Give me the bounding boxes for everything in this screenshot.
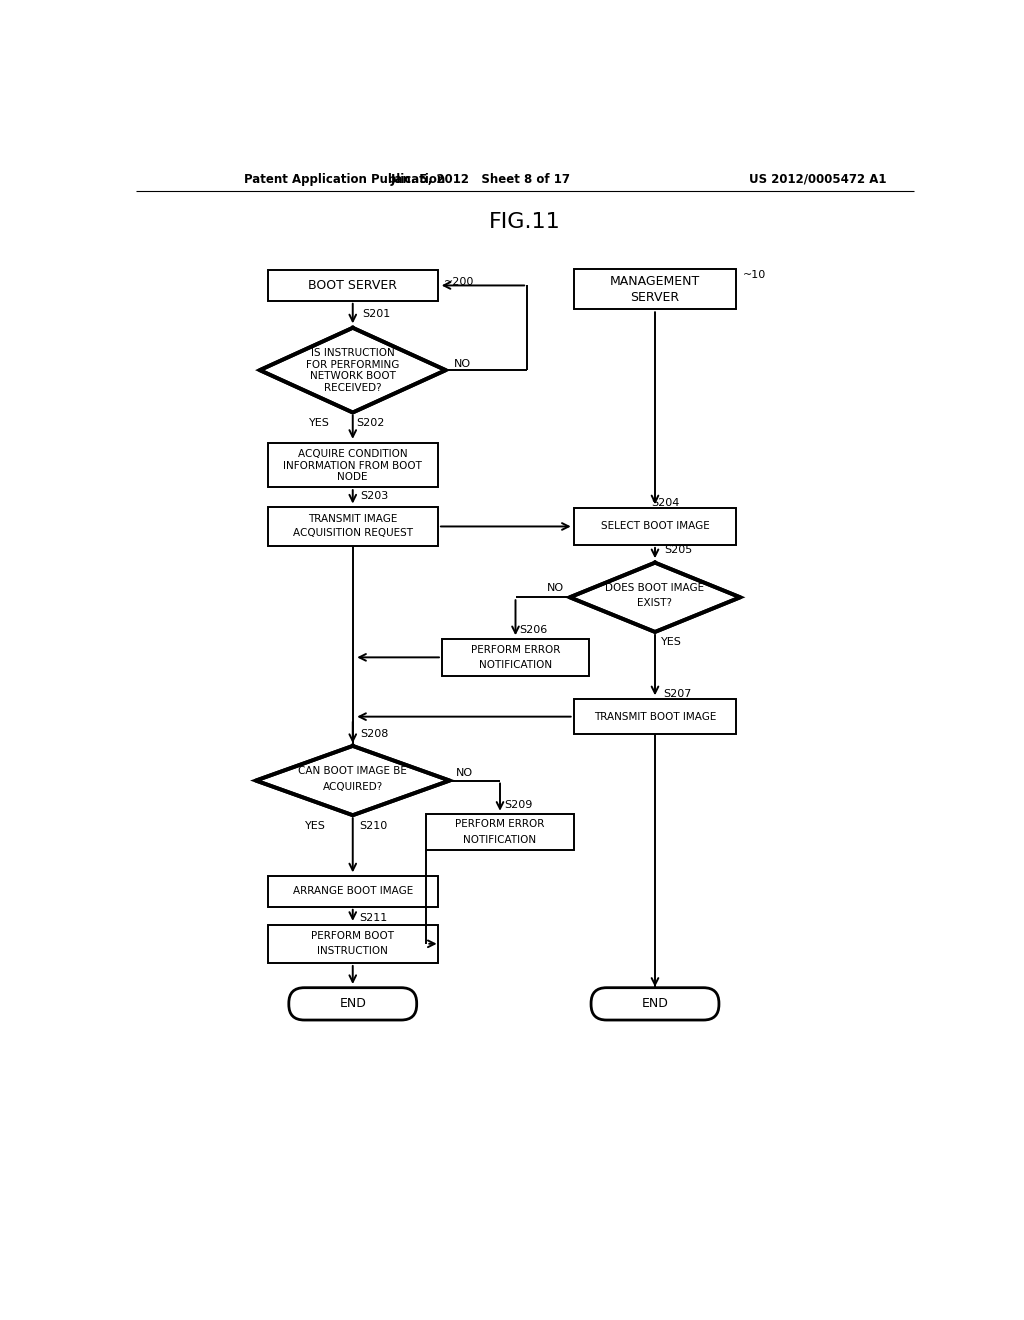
Bar: [267, 507, 438, 545]
Bar: [267, 442, 438, 487]
Text: ACQUIRED?: ACQUIRED?: [323, 781, 383, 792]
Text: NO: NO: [456, 768, 473, 777]
Text: NO: NO: [454, 359, 471, 370]
Text: PERFORM ERROR: PERFORM ERROR: [456, 820, 545, 829]
Text: ACQUISITION REQUEST: ACQUISITION REQUEST: [293, 528, 413, 539]
Text: NO: NO: [547, 583, 563, 593]
Text: S201: S201: [362, 309, 390, 319]
Bar: [442, 639, 589, 676]
Text: FOR PERFORMING: FOR PERFORMING: [306, 360, 399, 370]
Text: S203: S203: [360, 491, 389, 500]
Bar: [267, 876, 438, 907]
Text: YES: YES: [308, 417, 330, 428]
Text: S210: S210: [359, 821, 387, 832]
Text: END: END: [339, 998, 367, 1010]
Text: ACQUIRE CONDITION: ACQUIRE CONDITION: [298, 449, 408, 459]
Text: S211: S211: [359, 912, 387, 923]
Text: PERFORM BOOT: PERFORM BOOT: [311, 931, 394, 941]
Text: S202: S202: [356, 417, 385, 428]
Bar: [573, 700, 736, 734]
Text: S209: S209: [504, 800, 532, 810]
Text: CAN BOOT IMAGE BE: CAN BOOT IMAGE BE: [298, 767, 408, 776]
Text: YES: YES: [305, 821, 326, 832]
Text: S205: S205: [665, 545, 692, 556]
Bar: [267, 924, 438, 964]
Text: IS INSTRUCTION: IS INSTRUCTION: [311, 348, 394, 358]
Bar: [267, 271, 438, 301]
Text: SERVER: SERVER: [631, 290, 680, 304]
Text: S208: S208: [360, 730, 389, 739]
Text: NOTIFICATION: NOTIFICATION: [464, 834, 537, 845]
Text: SELECT BOOT IMAGE: SELECT BOOT IMAGE: [601, 521, 710, 532]
Text: ~200: ~200: [444, 277, 474, 286]
Text: TRANSMIT IMAGE: TRANSMIT IMAGE: [308, 513, 397, 524]
Text: Jan. 5, 2012   Sheet 8 of 17: Jan. 5, 2012 Sheet 8 of 17: [390, 173, 570, 186]
Text: Patent Application Publication: Patent Application Publication: [245, 173, 445, 186]
Text: INSTRUCTION: INSTRUCTION: [317, 946, 388, 957]
FancyBboxPatch shape: [289, 987, 417, 1020]
Text: US 2012/0005472 A1: US 2012/0005472 A1: [749, 173, 887, 186]
FancyBboxPatch shape: [591, 987, 719, 1020]
Text: INFORMATION FROM BOOT: INFORMATION FROM BOOT: [284, 461, 422, 471]
Bar: [426, 814, 573, 850]
Text: END: END: [642, 998, 669, 1010]
Text: NETWORK BOOT: NETWORK BOOT: [310, 371, 395, 381]
Text: NODE: NODE: [338, 473, 368, 482]
Text: MANAGEMENT: MANAGEMENT: [610, 275, 700, 288]
Text: PERFORM ERROR: PERFORM ERROR: [471, 644, 560, 655]
Text: S207: S207: [663, 689, 691, 698]
Text: S206: S206: [519, 626, 548, 635]
Text: ~10: ~10: [742, 271, 766, 280]
Text: YES: YES: [662, 638, 682, 647]
Text: ARRANGE BOOT IMAGE: ARRANGE BOOT IMAGE: [293, 887, 413, 896]
Text: S204: S204: [651, 499, 680, 508]
Text: FIG.11: FIG.11: [488, 211, 561, 231]
Text: TRANSMIT BOOT IMAGE: TRANSMIT BOOT IMAGE: [594, 711, 716, 722]
Text: DOES BOOT IMAGE: DOES BOOT IMAGE: [605, 583, 705, 593]
Text: EXIST?: EXIST?: [638, 598, 673, 609]
Polygon shape: [569, 562, 740, 632]
Bar: [573, 269, 736, 309]
Text: NOTIFICATION: NOTIFICATION: [479, 660, 552, 671]
Polygon shape: [256, 746, 450, 816]
Polygon shape: [260, 327, 445, 413]
Text: RECEIVED?: RECEIVED?: [324, 383, 382, 393]
Text: BOOT SERVER: BOOT SERVER: [308, 279, 397, 292]
Bar: [573, 508, 736, 545]
